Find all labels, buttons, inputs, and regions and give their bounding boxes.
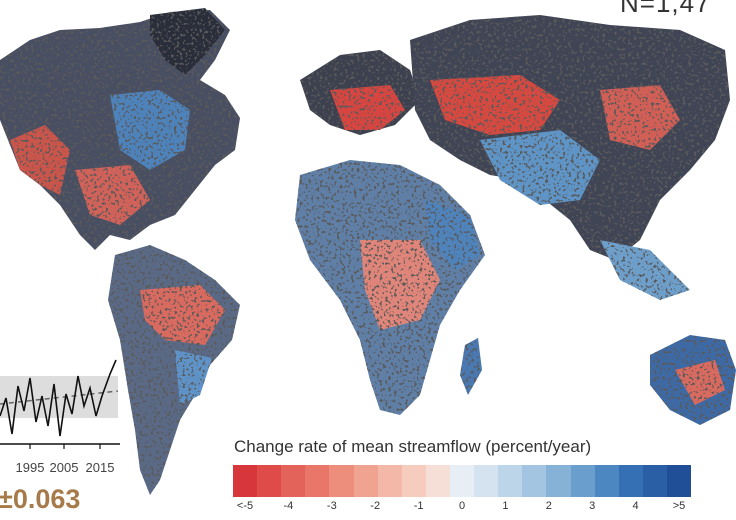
legend-swatch bbox=[305, 465, 330, 497]
legend-tick-label: -2 bbox=[370, 500, 381, 512]
legend-tick-label: -1 bbox=[413, 500, 424, 512]
legend-tick-label: 2 bbox=[545, 500, 552, 512]
region-africa-east bbox=[425, 200, 480, 270]
region-south-america-east bbox=[175, 350, 212, 405]
legend-swatch bbox=[257, 465, 282, 497]
legend-swatch bbox=[498, 465, 523, 497]
legend-swatch bbox=[642, 465, 667, 497]
legend-swatch bbox=[401, 465, 426, 497]
inset-year-tick: 1995 bbox=[15, 460, 45, 475]
legend-swatch bbox=[594, 465, 619, 497]
legend-swatch bbox=[281, 465, 306, 497]
color-scale-ticks: <-5 -4 -3 -2 -1 0 1 2 3 4 >5 bbox=[233, 500, 691, 518]
region-greenland bbox=[150, 8, 225, 75]
region-south-america-north bbox=[140, 285, 225, 345]
region-asia-south bbox=[480, 130, 600, 205]
legend-swatch bbox=[425, 465, 450, 497]
legend-tick-label: 1 bbox=[502, 500, 509, 512]
legend-swatch bbox=[353, 465, 378, 497]
region-madagascar bbox=[460, 338, 482, 395]
legend-tick-label: <-5 bbox=[236, 500, 254, 512]
region-southeast-asia bbox=[600, 240, 690, 300]
region-africa-central bbox=[360, 240, 440, 330]
legend-swatch bbox=[377, 465, 402, 497]
legend-swatch bbox=[329, 465, 354, 497]
region-north-america-south bbox=[75, 165, 150, 225]
legend-swatch bbox=[474, 465, 499, 497]
region-north-america-east bbox=[110, 90, 190, 170]
legend-swatch bbox=[618, 465, 643, 497]
legend-swatch bbox=[233, 465, 258, 497]
legend-swatch bbox=[666, 465, 692, 497]
legend-tick-label: 3 bbox=[589, 500, 596, 512]
legend-tick-label: 0 bbox=[458, 500, 466, 512]
legend-tick-label: >5 bbox=[672, 500, 686, 512]
color-scale-bar bbox=[233, 465, 692, 497]
inset-time-series bbox=[0, 359, 120, 449]
region-north-america-west bbox=[10, 125, 70, 195]
region-asia-east bbox=[600, 85, 680, 150]
trend-value: ±0.063 bbox=[0, 484, 81, 514]
region-south-america bbox=[108, 245, 240, 495]
legend-swatch bbox=[449, 465, 475, 497]
sample-count-label: N=1,47 bbox=[620, 0, 711, 18]
legend-title: Change rate of mean streamflow (percent/… bbox=[234, 437, 592, 456]
inset-series-line bbox=[0, 359, 117, 437]
legend-swatch bbox=[570, 465, 595, 497]
legend-swatch bbox=[546, 465, 571, 497]
region-europe-south bbox=[330, 85, 405, 130]
region-asia-central bbox=[430, 75, 560, 135]
inset-year-ticks: 1995 2005 2015 bbox=[0, 460, 130, 478]
legend-tick-label: -4 bbox=[283, 500, 294, 512]
inset-year-tick: 2005 bbox=[49, 460, 79, 475]
legend-tick-label: 4 bbox=[632, 500, 639, 512]
inset-confidence-band bbox=[0, 376, 118, 418]
region-australia-interior bbox=[675, 360, 725, 405]
inset-trend-line bbox=[0, 390, 119, 405]
legend-tick-label: -3 bbox=[326, 500, 337, 512]
legend-swatch bbox=[522, 465, 547, 497]
inset-year-tick: 2015 bbox=[85, 460, 115, 475]
